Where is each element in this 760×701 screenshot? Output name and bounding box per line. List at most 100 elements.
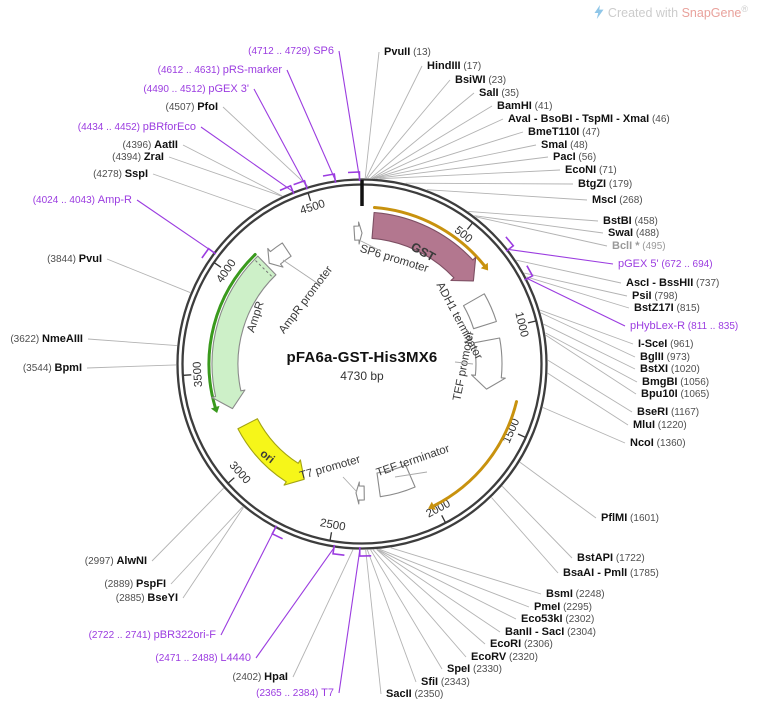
leader-line-alwni	[151, 487, 224, 562]
leader-line-pmei	[379, 548, 530, 608]
leader-line-swai	[474, 215, 604, 234]
site-label-sali: SalI (35)	[479, 87, 519, 99]
site-label-aatii: (4396) AatII	[122, 139, 178, 151]
leader-line-pgex-5	[508, 248, 614, 265]
leader-line-sfii	[366, 549, 417, 683]
plasmid-name: pFA6a-GST-His3MX6	[286, 349, 438, 366]
tick-label-3000: 3000	[227, 459, 253, 486]
site-label-sfii: SfiI (2343)	[421, 676, 470, 688]
label-connector-tef-terminator	[394, 471, 428, 478]
leader-line-bseri	[547, 359, 633, 413]
feature-t7-promoter	[355, 481, 365, 505]
leader-line-bsmi	[390, 547, 542, 595]
site-label-pbrforeco: (4434 .. 4452) pBRforEco	[78, 121, 196, 133]
site-label-pvui: (3844) PvuI	[47, 253, 102, 265]
site-label-sp6: (4712 .. 4729) SP6	[248, 45, 334, 57]
feature-gst	[371, 211, 477, 282]
site-label-ecorv: EcoRV (2320)	[471, 651, 538, 663]
site-label-pflmi: PflMI (1601)	[601, 512, 659, 524]
site-label-pspfi: (2889) PspFI	[104, 578, 166, 590]
site-label-bstapi: BstAPI (1722)	[577, 552, 645, 564]
primer-mark-pgex-5	[505, 236, 515, 252]
site-label-asci-bsshii: AscI - BssHII (737)	[626, 277, 719, 289]
leader-line-bglii	[540, 312, 636, 358]
site-label-bcli: BclI * (495)	[612, 240, 666, 252]
leader-line-bmgbi	[545, 332, 638, 383]
leader-line-econi	[379, 169, 561, 180]
site-label-pmei: PmeI (2295)	[534, 601, 592, 613]
site-label-bseyi: (2885) BseYI	[116, 592, 178, 604]
leader-line-paci	[375, 156, 549, 179]
site-label-eco53ki: Eco53kI (2302)	[521, 613, 594, 625]
tick-label-3500: 3500	[192, 361, 206, 387]
site-label-phyblex-r: pHybLex-R (811 .. 835)	[630, 320, 738, 332]
his3-orf-arrowhead	[428, 501, 436, 510]
site-label-banii-saci: BanII - SacI (2304)	[505, 626, 596, 638]
site-label-amp-r: (4024 .. 4043) Amp-R	[33, 194, 132, 206]
feature-tef-promoter	[470, 337, 506, 390]
label-connector-tef-promoter	[454, 361, 474, 365]
site-label-pgex-5: pGEX 5' (672 .. 694)	[618, 258, 713, 270]
leader-line-msci	[426, 189, 588, 201]
tick-mark-500	[466, 222, 473, 230]
site-label-avai-bsobi-tspmi-xmai: AvaI - BsoBI - TspMI - XmaI (46)	[508, 113, 670, 125]
site-label-spei: SpeI (2330)	[447, 663, 502, 675]
leader-line-bseyi	[182, 507, 244, 599]
tick-label-4000: 4000	[215, 257, 239, 285]
tick-mark-4000	[214, 262, 222, 268]
snapgene-watermark: Created with SnapGene®	[593, 4, 748, 20]
site-label-i-scei: I-SceI (961)	[638, 338, 693, 350]
leader-line-bamhi	[371, 105, 493, 179]
leader-line-mlui	[547, 372, 629, 426]
site-label-pvuii: PvuII (13)	[384, 46, 431, 58]
site-label-ecori: EcoRI (2306)	[490, 638, 553, 650]
site-label-bstz17i: BstZ17I (815)	[634, 302, 700, 314]
leader-line-pfoi	[222, 106, 309, 187]
leader-line-asci-bsshii	[516, 259, 622, 284]
tick-label-2000: 2000	[424, 498, 452, 521]
site-label-bseri: BseRI (1167)	[637, 406, 699, 418]
gst-orf-arc	[373, 206, 486, 267]
his3-orf-arc	[432, 400, 518, 508]
primer-mark-t7	[358, 546, 372, 557]
leader-line-prs-marker	[286, 69, 336, 181]
tick-mark-1000	[527, 320, 536, 324]
site-label-hindiii: HindIII (17)	[427, 60, 481, 72]
site-label-bmet110i: BmeT110I (47)	[528, 126, 600, 138]
leader-line-sacii	[365, 549, 382, 695]
tick-mark-4500	[307, 193, 312, 202]
site-label-paci: PacI (56)	[553, 151, 596, 163]
leader-line-bpmi	[86, 364, 177, 369]
leader-line-bpu10i	[545, 334, 637, 395]
site-label-btgzi: BtgZI (179)	[578, 178, 632, 190]
label-connector-sp6-promoter	[360, 240, 382, 252]
tick-mark-2500	[329, 532, 333, 541]
watermark-text: Created with SnapGene®	[607, 4, 748, 21]
leader-line-pbr322ori-f	[220, 528, 276, 636]
label-connector-ampr-promoter	[282, 259, 321, 286]
site-label-psii: PsiI (798)	[632, 290, 678, 302]
site-label-bamhi: BamHI (41)	[497, 100, 552, 112]
site-label-bstxi: BstXI (1020)	[640, 363, 700, 375]
site-label-bglii: BglII (973)	[640, 351, 690, 363]
feature-tef-terminator	[376, 464, 416, 498]
site-label-t7: (2365 .. 2384) T7	[256, 687, 334, 699]
site-label-nmeaiii: (3622) NmeAIII	[10, 333, 83, 345]
tick-label-1000: 1000	[512, 311, 530, 339]
site-label-pfoi: (4507) PfoI	[166, 101, 218, 113]
leader-line-btgzi	[405, 182, 574, 185]
leader-line-aatii	[182, 144, 283, 197]
site-label-econi: EcoNI (71)	[565, 164, 617, 176]
leader-line-pvuii	[364, 51, 380, 179]
site-label-smai: SmaI (48)	[541, 139, 588, 151]
site-label-bsmi: BsmI (2248)	[546, 588, 605, 600]
primer-mark-sp6	[347, 171, 361, 182]
site-label-sspi: (4278) SspI	[93, 168, 148, 180]
leader-line-l4440	[255, 547, 335, 659]
ampr-junction-mark	[254, 259, 272, 277]
leader-line-sspi	[152, 173, 258, 211]
plasmid-size: 4730 bp	[340, 369, 384, 383]
leader-line-spei	[370, 549, 443, 670]
leader-line-phyblex-r	[526, 278, 626, 327]
